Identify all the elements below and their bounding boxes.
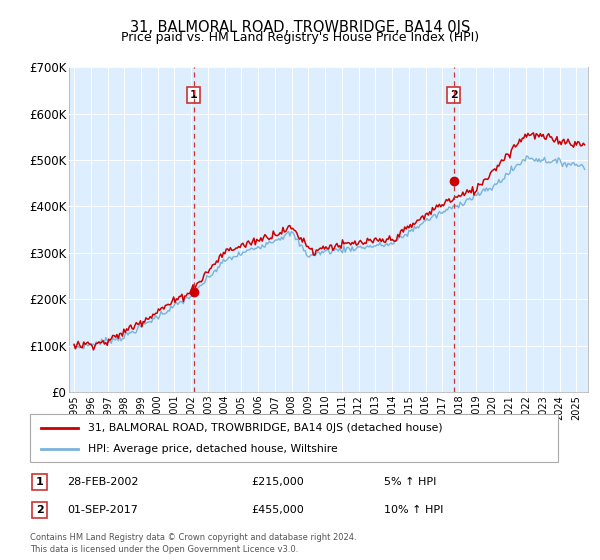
Text: 10% ↑ HPI: 10% ↑ HPI	[384, 505, 443, 515]
Text: Contains HM Land Registry data © Crown copyright and database right 2024.: Contains HM Land Registry data © Crown c…	[30, 533, 356, 542]
FancyBboxPatch shape	[30, 414, 558, 462]
Text: 01-SEP-2017: 01-SEP-2017	[67, 505, 138, 515]
Text: 5% ↑ HPI: 5% ↑ HPI	[384, 477, 436, 487]
Text: £455,000: £455,000	[252, 505, 305, 515]
Text: Price paid vs. HM Land Registry's House Price Index (HPI): Price paid vs. HM Land Registry's House …	[121, 31, 479, 44]
Text: 1: 1	[190, 90, 197, 100]
Text: 31, BALMORAL ROAD, TROWBRIDGE, BA14 0JS (detached house): 31, BALMORAL ROAD, TROWBRIDGE, BA14 0JS …	[88, 423, 443, 433]
Text: 28-FEB-2002: 28-FEB-2002	[67, 477, 139, 487]
Text: 1: 1	[35, 477, 43, 487]
Text: 2: 2	[449, 90, 457, 100]
Text: HPI: Average price, detached house, Wiltshire: HPI: Average price, detached house, Wilt…	[88, 444, 338, 454]
Text: £215,000: £215,000	[252, 477, 305, 487]
Text: 31, BALMORAL ROAD, TROWBRIDGE, BA14 0JS: 31, BALMORAL ROAD, TROWBRIDGE, BA14 0JS	[130, 20, 470, 35]
Text: 2: 2	[35, 505, 43, 515]
Text: This data is licensed under the Open Government Licence v3.0.: This data is licensed under the Open Gov…	[30, 545, 298, 554]
